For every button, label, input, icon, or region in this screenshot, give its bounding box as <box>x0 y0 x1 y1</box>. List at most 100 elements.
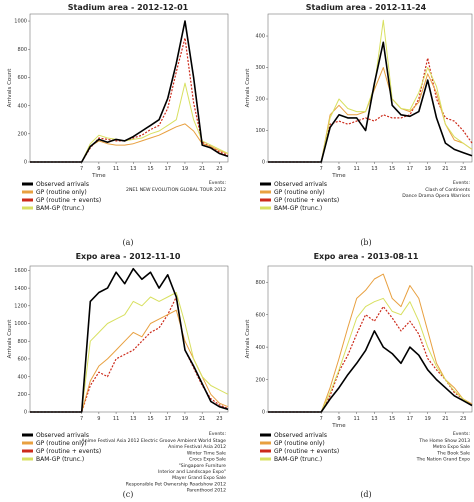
x-tick-label: 21 <box>199 166 205 172</box>
event-label: Winter Time Sale <box>187 450 226 456</box>
y-tick-label: 1400 <box>14 286 27 292</box>
x-tick-label: 13 <box>371 166 377 172</box>
x-tick-label: 11 <box>354 416 360 422</box>
series-line-observed <box>30 267 229 413</box>
x-tick-label: 7 <box>320 166 323 172</box>
y-axis-label: Arrivals Count <box>7 319 13 359</box>
x-tick-label: 19 <box>182 416 188 422</box>
x-tick-label: 21 <box>442 416 448 422</box>
series-line-observed <box>30 20 229 163</box>
legend-label: GP (routine only) <box>36 440 87 447</box>
x-tick-label: 21 <box>199 416 205 422</box>
x-tick-label: 7 <box>80 416 83 422</box>
series-line-bam-gp <box>268 19 473 163</box>
chart-title: Expo area - 2012-11-10 <box>76 252 181 261</box>
events-title: Events: <box>209 431 227 437</box>
event-label: Anime Festival Asia 2012 <box>168 444 226 450</box>
panel-caption: (a) <box>122 238 133 247</box>
y-tick-label: 1200 <box>14 304 27 310</box>
legend-label: GP (routine only) <box>274 440 325 447</box>
x-axis-label: Time <box>331 423 346 429</box>
y-tick-label: 400 <box>17 374 27 380</box>
legend-label: BAM-GP (trunc.) <box>36 205 84 212</box>
legend-label: GP (routine + events) <box>36 197 101 204</box>
x-tick-label: 7 <box>320 416 323 422</box>
y-tick-label: 800 <box>255 280 265 286</box>
event-label: Interior and Landscape Expo" <box>158 469 226 475</box>
y-tick-label: 200 <box>17 132 27 138</box>
event-label: Metro Expo Sale <box>433 444 470 450</box>
series-line-gp-routine <box>268 273 473 413</box>
y-tick-label: 0 <box>24 160 27 166</box>
x-tick-label: 23 <box>216 416 222 422</box>
y-axis-label: Arrivals Count <box>245 319 251 359</box>
x-tick-label: 13 <box>130 416 136 422</box>
y-tick-label: 100 <box>255 128 265 134</box>
series-line-gp-events <box>268 306 473 413</box>
series-line-gp-routine <box>268 67 473 163</box>
event-label: Dance Drama Opera Warriors <box>402 193 470 199</box>
event-label: Parenthood 2012 <box>187 488 226 494</box>
x-tick-label: 23 <box>460 166 466 172</box>
legend-label: GP (routine + events) <box>36 448 101 455</box>
y-tick-label: 200 <box>255 377 265 383</box>
y-tick-label: 0 <box>262 160 265 166</box>
x-tick-label: 15 <box>389 416 395 422</box>
series-line-bam-gp <box>30 292 229 413</box>
event-label: Responsible Pet Ownership Roadshow 2012 <box>126 481 226 487</box>
series-line-gp-routine <box>30 309 229 413</box>
chart-panel-3: Expo area - 2012-11-10 0 200 400 600 800 1000 1… <box>7 252 229 499</box>
x-tick-label: 17 <box>407 416 413 422</box>
y-tick-label: 400 <box>255 34 265 40</box>
x-tick-label: 9 <box>337 166 340 172</box>
series-line-gp-routine <box>30 123 229 163</box>
legend-label: GP (routine only) <box>274 189 325 196</box>
x-tick-label: 19 <box>424 416 430 422</box>
y-tick-label: 800 <box>17 339 27 345</box>
y-tick-label: 1000 <box>14 19 27 25</box>
chart-title: Stadium area - 2012-12-01 <box>68 3 189 12</box>
x-tick-label: 13 <box>371 416 377 422</box>
y-tick-label: 200 <box>17 392 27 398</box>
series-line-bam-gp <box>268 297 473 413</box>
event-label: "Singapore Furniture <box>179 463 227 469</box>
y-axis-label: Arrivals Count <box>7 68 13 108</box>
x-tick-label: 15 <box>147 416 153 422</box>
legend-label: Observed arrivals <box>274 432 327 439</box>
y-tick-label: 1000 <box>14 321 27 327</box>
y-axis-label: Arrivals Count <box>245 68 251 108</box>
panel-caption: (d) <box>360 490 371 499</box>
y-tick-label: 600 <box>255 312 265 318</box>
legend-label: GP (routine + events) <box>274 197 339 204</box>
x-tick-label: 15 <box>147 166 153 172</box>
plot-frame <box>29 13 229 163</box>
plot-frame <box>267 13 473 163</box>
x-tick-label: 19 <box>424 166 430 172</box>
x-tick-label: 23 <box>216 166 222 172</box>
legend-label: BAM-GP (trunc.) <box>274 205 322 212</box>
x-tick-label: 19 <box>182 166 188 172</box>
y-tick-label: 300 <box>255 65 265 71</box>
y-tick-label: 1600 <box>14 268 27 274</box>
y-tick-label: 200 <box>255 97 265 103</box>
x-tick-label: 17 <box>165 416 171 422</box>
x-tick-label: 9 <box>97 416 100 422</box>
chart-title: Stadium area - 2012-11-24 <box>306 3 427 12</box>
panel-caption: (b) <box>360 238 371 247</box>
chart-panel-4: Expo area - 2013-08-11 0 200 400 600 800 7 9 11 1… <box>245 252 473 499</box>
x-axis-label: Time <box>331 173 346 179</box>
x-tick-label: 9 <box>337 416 340 422</box>
legend-label: GP (routine + events) <box>274 448 339 455</box>
legend-label: BAM-GP (trunc.) <box>274 456 322 463</box>
y-tick-label: 800 <box>17 47 27 53</box>
chart-panel-2: Stadium area - 2012-11-24 0 100 200 300 400 7 9… <box>245 3 473 247</box>
plot-frame <box>29 265 229 413</box>
x-axis-label: Time <box>91 173 106 179</box>
legend-label: Observed arrivals <box>36 181 89 188</box>
legend-label: Observed arrivals <box>36 432 89 439</box>
event-label: The Nation Grand Expo <box>416 457 471 463</box>
series-line-observed <box>268 330 473 413</box>
series-line-gp-events <box>30 296 229 413</box>
y-tick-label: 600 <box>17 357 27 363</box>
